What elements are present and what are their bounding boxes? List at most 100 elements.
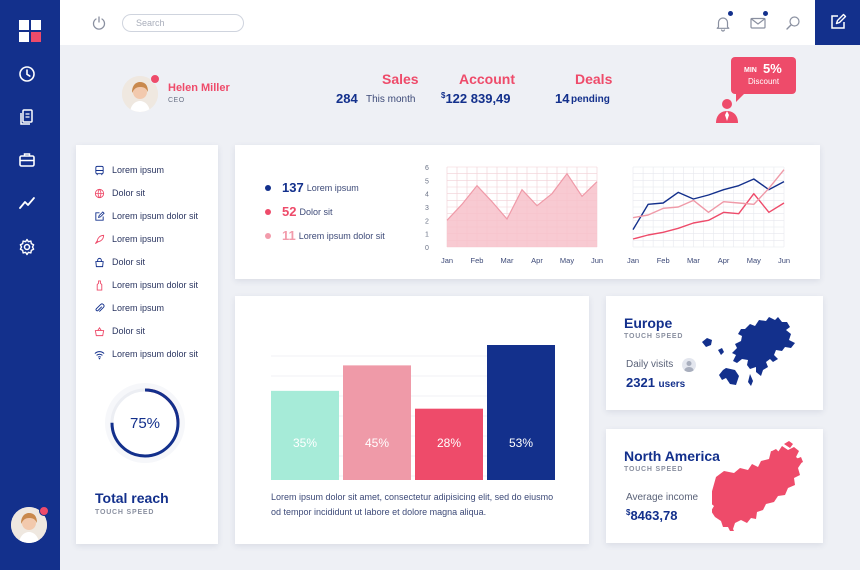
y-tick-label: 0: [425, 245, 429, 252]
north-america-value: $8463,78: [626, 508, 677, 523]
bar-label: 35%: [293, 436, 317, 450]
europe-title: Europe: [624, 315, 673, 331]
europe-label: Daily visits: [626, 359, 674, 370]
x-tick-label: Mar: [687, 256, 700, 265]
legend-dot: [265, 232, 271, 239]
deals-label: pending: [571, 94, 610, 105]
bar-label: 53%: [509, 436, 533, 450]
europe-number: 2321: [626, 375, 655, 390]
list-item[interactable]: Lorem ipsum dolor sit: [94, 278, 198, 292]
rocket-icon: [94, 234, 105, 244]
bell-icon[interactable]: [714, 14, 732, 32]
user-avatar[interactable]: [11, 507, 47, 543]
list-item-label: Dolor sit: [112, 188, 146, 198]
person-icon: [716, 99, 738, 123]
north-america-card: North America TOUCH SPEED Average income…: [606, 429, 823, 543]
basket-icon: [94, 326, 105, 336]
briefcase-icon[interactable]: [17, 150, 37, 170]
x-tick-label: Jan: [627, 256, 639, 265]
menu-list-card: Lorem ipsum Dolor sit Lorem ipsum dolor …: [76, 145, 218, 544]
sidebar: [0, 0, 60, 570]
edit-button[interactable]: [815, 0, 860, 45]
clock-icon[interactable]: [17, 64, 37, 84]
sales-label: This month: [366, 94, 416, 105]
legend-item: 11 Lorem ipsum dolor sit: [265, 228, 385, 243]
search-icon[interactable]: [784, 14, 802, 32]
documents-icon[interactable]: [17, 107, 37, 127]
line-chart: Jan Feb Mar Apr May Jun: [627, 166, 790, 265]
discount-label: Discount: [747, 77, 780, 86]
account-value: $122 839,49: [441, 91, 511, 106]
reach-title: Total reach: [95, 490, 169, 506]
dashboard-logo-icon[interactable]: [19, 20, 41, 42]
x-tick-label: Feb: [471, 256, 484, 265]
y-tick-label: 2: [425, 218, 429, 225]
list-item-label: Lorem ipsum dolor sit: [112, 349, 199, 359]
wifi-icon: [94, 350, 105, 359]
legend-value: 137: [282, 180, 304, 195]
legend-dot: [265, 184, 271, 191]
search-input[interactable]: [122, 14, 244, 32]
account-title: Account: [459, 71, 515, 87]
x-tick-label: Jun: [591, 256, 603, 265]
area-fill: [447, 173, 597, 247]
list-item[interactable]: Lorem ipsum: [94, 301, 164, 315]
list-item[interactable]: Dolor sit: [94, 255, 145, 269]
profile-name: Helen Miller: [168, 82, 230, 94]
bar-label: 28%: [437, 436, 461, 450]
x-tick-label: Jun: [778, 256, 790, 265]
bus-icon: [95, 165, 104, 175]
topbar: [60, 0, 815, 45]
sales-title: Sales: [382, 71, 419, 87]
bar-2: [343, 365, 411, 480]
list-item[interactable]: Lorem ipsum dolor sit: [94, 347, 198, 361]
north-america-subtitle: TOUCH SPEED: [624, 466, 684, 473]
globe-icon: [94, 188, 105, 198]
sales-value: 284: [336, 91, 358, 106]
y-tick-label: 4: [425, 192, 429, 199]
bag-icon: [95, 257, 104, 267]
bar-chart-card: 35% 45% 28% 53% Lorem ipsum dolor sit amet,…: [235, 296, 589, 544]
deals-value: 14: [555, 91, 570, 106]
legend-dot: [265, 208, 271, 215]
account-amount: 122 839,49: [445, 91, 511, 106]
list-item-label: Dolor sit: [112, 326, 146, 336]
list-item[interactable]: Lorem ipsum: [94, 163, 164, 177]
north-america-title: North America: [624, 448, 720, 464]
list-item-label: Lorem ipsum dolor sit: [112, 280, 199, 290]
bar-label: 45%: [365, 436, 389, 450]
discount-bubble[interactable]: MIN 5% Discount: [731, 57, 796, 102]
trend-icon[interactable]: [17, 193, 37, 213]
account-currency: $: [441, 91, 446, 100]
europe-unit: users: [658, 379, 686, 390]
visitor-avatar-icon: [682, 358, 696, 372]
edit-icon: [95, 210, 105, 221]
paperclip-icon: [95, 303, 105, 312]
list-item[interactable]: Lorem ipsum: [94, 232, 164, 246]
notification-dot: [39, 506, 49, 516]
bar-1: [271, 390, 339, 480]
list-item[interactable]: Dolor sit: [94, 186, 145, 200]
bar-4: [487, 345, 555, 480]
list-item[interactable]: Dolor sit: [94, 324, 145, 338]
x-tick-label: Feb: [657, 256, 670, 265]
settings-icon[interactable]: [17, 237, 37, 257]
north-america-amount: 8463,78: [630, 508, 678, 523]
edit-icon: [831, 13, 847, 29]
reach-subtitle: TOUCH SPEED: [95, 509, 155, 516]
list-item[interactable]: Lorem ipsum dolor sit: [94, 209, 198, 223]
bell-badge: [728, 11, 733, 16]
list-item-label: Lorem ipsum: [112, 303, 165, 313]
y-tick-label: 1: [425, 232, 429, 239]
mail-badge: [763, 11, 768, 16]
deals-title: Deals: [575, 71, 613, 87]
legend-item: 137 Lorem ipsum: [265, 180, 359, 195]
legend-label: Lorem ipsum dolor sit: [298, 230, 385, 241]
bar-caption: Lorem ipsum dolor sit amet, consectetur …: [271, 492, 554, 517]
reach-arc-navy: [110, 388, 180, 458]
list-item-label: Dolor sit: [112, 257, 146, 267]
mail-icon[interactable]: [749, 14, 767, 32]
europe-card: Europe TOUCH SPEED Daily visits 2321 use…: [606, 296, 823, 410]
power-icon[interactable]: [91, 15, 107, 31]
y-tick-label: 6: [425, 165, 429, 172]
